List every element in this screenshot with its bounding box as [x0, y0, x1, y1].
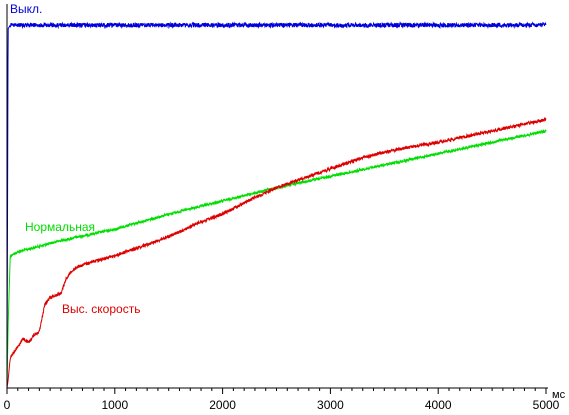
x-axis-unit: мс: [552, 389, 566, 401]
series-labels: Выкл. Нормальная Выс. скорость: [10, 2, 140, 316]
x-tick-label: 4000: [425, 398, 452, 412]
series-label-1: Нормальная: [25, 220, 95, 234]
x-tick-label: 0: [4, 398, 11, 412]
series-line-0: [6, 21, 547, 389]
series-line-2: [6, 117, 547, 389]
x-ticks: 0 1000 2000 3000 4000 5000: [4, 388, 560, 412]
series-line-1: [6, 128, 547, 389]
x-tick-label: 5000: [533, 398, 560, 412]
series-label-2: Выс. скорость: [62, 302, 140, 316]
x-tick-label: 2000: [209, 398, 236, 412]
x-tick-label: 3000: [317, 398, 344, 412]
x-tick-label: 1000: [101, 398, 128, 412]
plot-lines: [6, 21, 547, 389]
axes: [6, 4, 548, 389]
series-label-0: Выкл.: [10, 2, 42, 16]
